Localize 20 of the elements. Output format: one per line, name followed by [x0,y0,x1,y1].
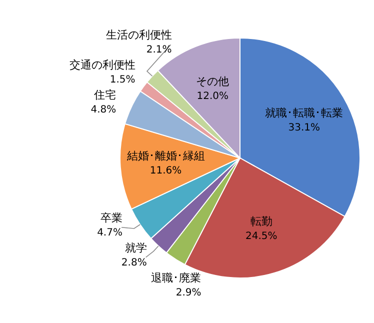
slice-label: その他 [196,74,230,88]
slice-label: 卒業 [100,211,122,224]
slice-label: 就職･転職･転業 [265,106,344,120]
data-label: 2.8% [121,257,147,268]
data-label: 2.1% [146,44,172,56]
data-label: 11.6% [150,166,182,177]
slice-label: 就学 [124,241,147,254]
slice-label: 住宅 [94,88,116,102]
data-label: 24.5% [246,231,278,242]
slice-label: 退職･廃業 [151,271,202,284]
slice-label: 交通の利便性 [69,58,136,72]
data-label: 2.9% [176,287,202,298]
data-label: 4.8% [90,104,116,116]
slice-label: 結婚･離婚･縁組 [126,150,205,163]
data-label: 1.5% [110,74,136,86]
data-label: 12.0% [196,90,228,102]
data-label: 33.1% [288,122,320,134]
data-label: 4.7% [97,227,122,238]
slice-label: 転勤 [250,215,272,228]
slice-label: 生活の利便性 [106,28,172,42]
